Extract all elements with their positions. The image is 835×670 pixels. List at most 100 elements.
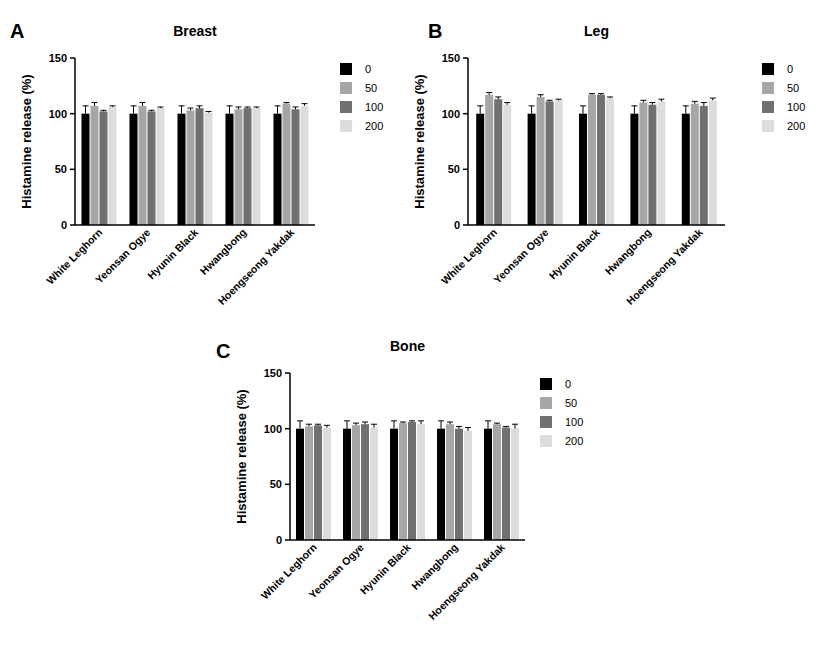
legend-label: 0 <box>365 63 371 75</box>
error-cap <box>649 102 655 103</box>
legend: 050100200 <box>540 378 583 447</box>
error-bar <box>353 423 359 425</box>
y-tick <box>70 57 75 59</box>
bar <box>546 101 554 225</box>
error-bar <box>149 110 155 111</box>
error-bar <box>495 97 501 99</box>
bar <box>196 108 204 225</box>
y-tick-label: 100 <box>49 108 67 120</box>
error-cap <box>438 420 444 421</box>
error-bar <box>284 103 290 104</box>
bar <box>370 428 378 540</box>
legend-label: 200 <box>787 120 805 132</box>
error-cap <box>206 111 212 112</box>
bar <box>139 106 147 225</box>
error-cap <box>658 99 664 100</box>
error-line <box>583 106 584 114</box>
bar <box>657 101 665 225</box>
bar <box>148 111 156 225</box>
bar <box>296 429 304 540</box>
error-line <box>133 106 134 114</box>
error-cap <box>485 420 491 421</box>
error-bar <box>485 421 491 429</box>
error-cap <box>236 106 242 107</box>
error-bar <box>179 106 185 114</box>
error-cap <box>504 102 510 103</box>
error-bar <box>465 428 471 431</box>
error-cap <box>179 105 185 106</box>
x-tick-label: Yeonsan Ogye <box>491 226 551 286</box>
error-cap <box>589 93 595 94</box>
error-bar <box>83 106 89 114</box>
bar <box>579 114 587 225</box>
error-bar <box>158 107 164 108</box>
y-tick-label: 50 <box>55 163 67 175</box>
bar <box>314 425 322 540</box>
x-tick-label: Hwangbong <box>409 541 460 592</box>
x-tick-label: Hyunin Black <box>546 226 602 282</box>
error-cap <box>344 420 350 421</box>
panel: ABreastHistamine release (%)050100150Whi… <box>10 20 383 307</box>
legend-label: 100 <box>565 416 583 428</box>
bar <box>157 108 165 225</box>
error-cap <box>547 100 553 101</box>
bar <box>352 425 360 540</box>
legend-swatch <box>340 82 352 94</box>
y-tick <box>70 224 75 226</box>
y-axis-label: Histamine release (%) <box>19 74 34 208</box>
error-cap <box>409 420 415 421</box>
panel-label: A <box>10 20 24 42</box>
bar <box>691 104 699 225</box>
error-bar <box>607 97 613 98</box>
error-bar <box>701 103 707 106</box>
error-bar <box>197 106 203 108</box>
legend-label: 50 <box>787 82 799 94</box>
legend-label: 100 <box>365 101 383 113</box>
error-cap <box>710 98 716 99</box>
error-bar <box>206 111 212 112</box>
error-cap <box>538 94 544 95</box>
error-line <box>703 103 704 106</box>
error-bar <box>92 103 98 106</box>
error-line <box>480 106 481 114</box>
legend-swatch <box>762 120 774 132</box>
bar <box>235 109 243 225</box>
error-bar <box>598 94 604 95</box>
plot-area <box>476 93 717 225</box>
error-cap <box>353 423 359 424</box>
error-cap <box>362 421 368 422</box>
y-tick <box>463 57 468 59</box>
error-cap <box>227 105 233 106</box>
y-tick-label: 50 <box>448 163 460 175</box>
error-cap <box>131 105 137 106</box>
y-tick-label: 0 <box>276 534 282 546</box>
legend-swatch <box>762 101 774 113</box>
bar <box>700 106 708 225</box>
error-line <box>394 421 395 429</box>
error-bar <box>391 421 397 429</box>
bar <box>205 113 213 225</box>
bar <box>464 431 472 540</box>
error-cap <box>503 426 509 427</box>
error-cap <box>371 424 377 425</box>
y-axis <box>467 58 469 225</box>
error-cap <box>324 425 330 426</box>
y-tick-label: 150 <box>442 52 460 64</box>
error-bar <box>477 106 483 114</box>
error-cap <box>494 423 500 424</box>
y-tick-label: 0 <box>454 219 460 231</box>
error-bar <box>589 94 595 95</box>
error-bar <box>302 104 308 106</box>
error-line <box>142 103 143 106</box>
error-bar <box>710 98 716 100</box>
error-bar <box>447 422 453 424</box>
legend-swatch <box>340 120 352 132</box>
error-line <box>441 421 442 429</box>
error-cap <box>245 106 251 107</box>
x-tick-label: Hoengseong Yakdak <box>624 226 705 307</box>
x-tick-label: Hyunin Black <box>357 541 413 597</box>
error-line <box>181 106 182 114</box>
x-tick-label: Hwangbong <box>197 226 248 277</box>
legend-swatch <box>340 63 352 75</box>
error-cap <box>284 102 290 103</box>
